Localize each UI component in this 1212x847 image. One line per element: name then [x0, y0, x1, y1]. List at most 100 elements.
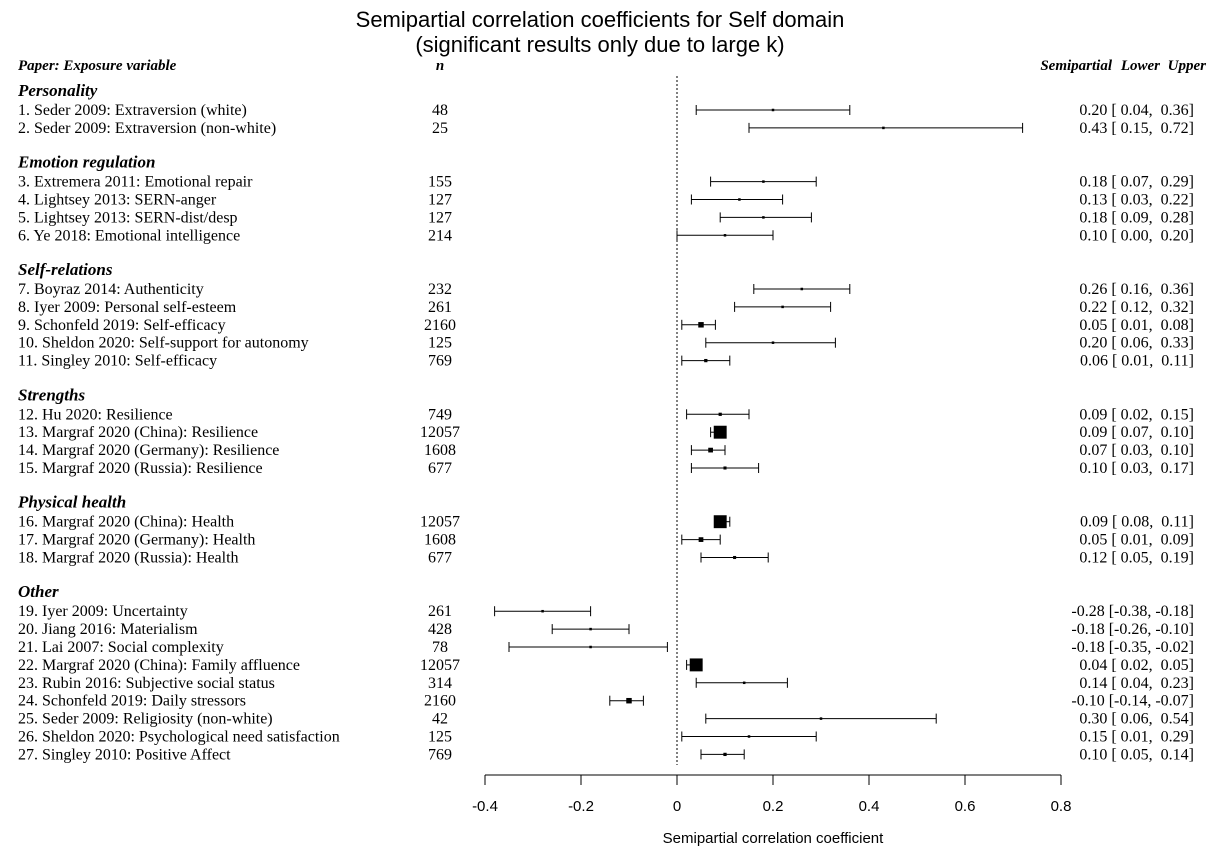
- group-heading: Strengths: [18, 385, 85, 404]
- study-ci-text: 0.07 [ 0.03, 0.10]: [1079, 442, 1194, 459]
- study-label: 27. Singley 2010: Positive Affect: [18, 746, 231, 763]
- study-ci-text: 0.10 [ 0.05, 0.14]: [1079, 746, 1194, 763]
- point-estimate: [704, 358, 708, 363]
- study-ci-text: 0.30 [ 0.06, 0.54]: [1079, 711, 1194, 728]
- x-tick-label: 0.2: [763, 798, 784, 815]
- study-n: 155: [428, 174, 452, 191]
- study-label: 18. Margraf 2020 (Russia): Health: [18, 550, 239, 567]
- study-ci-text: 0.06 [ 0.01, 0.11]: [1080, 353, 1194, 370]
- point-estimate: [771, 341, 775, 344]
- study-ci-text: 0.18 [ 0.07, 0.29]: [1079, 174, 1194, 191]
- point-estimate: [781, 305, 784, 309]
- study-label: 5. Lightsey 2013: SERN-dist/desp: [18, 209, 238, 226]
- study-label: 26. Sheldon 2020: Psychological need sat…: [18, 729, 340, 746]
- study-n: 677: [428, 550, 452, 567]
- study-rows: Personality 1. Seder 2009: Extraversion (…: [17, 76, 1194, 765]
- study-n: 2160: [424, 693, 456, 710]
- study-label: 12. Hu 2020: Resilience: [18, 406, 173, 423]
- study-n: 677: [428, 460, 452, 477]
- study-n: 12057: [420, 514, 460, 531]
- study-n: 1608: [424, 442, 456, 459]
- x-tick-label: 0.8: [1051, 798, 1072, 815]
- study-label: 17. Margraf 2020 (Germany): Health: [18, 532, 255, 549]
- study-label: 6. Ye 2018: Emotional intelligence: [18, 227, 240, 244]
- study-label: 1. Seder 2009: Extraversion (white): [18, 102, 247, 119]
- study-n: 749: [428, 406, 452, 423]
- point-estimate: [589, 627, 592, 631]
- group-heading: Other: [18, 582, 59, 601]
- chart-title-line2: (significant results only due to large k…: [415, 32, 784, 57]
- study-label: 14. Margraf 2020 (Germany): Resilience: [18, 442, 279, 459]
- study-ci-text: 0.13 [ 0.03, 0.22]: [1079, 192, 1194, 209]
- study-ci-text: 0.20 [ 0.04, 0.36]: [1079, 102, 1194, 119]
- study-ci-text: 0.04 [ 0.02, 0.05]: [1079, 657, 1194, 674]
- point-estimate: [800, 287, 804, 291]
- x-tick-label: -0.2: [568, 798, 594, 815]
- study-n: 125: [428, 729, 452, 746]
- study-label: 15. Margraf 2020 (Russia): Resilience: [18, 460, 263, 477]
- x-tick-label: 0: [673, 798, 681, 815]
- point-estimate: [718, 412, 722, 416]
- x-axis-label: Semipartial correlation coefficient: [663, 830, 884, 847]
- study-label: 25. Seder 2009: Religiosity (non-white): [18, 711, 273, 728]
- study-label: 8. Iyer 2009: Personal self-esteem: [18, 299, 237, 316]
- study-n: 428: [428, 621, 452, 638]
- study-n: 769: [428, 746, 452, 763]
- point-estimate: [762, 180, 765, 183]
- study-label: 11. Singley 2010: Self-efficacy: [18, 353, 217, 370]
- point-estimate: [747, 735, 751, 738]
- point-estimate: [882, 126, 885, 130]
- point-estimate: [589, 645, 592, 649]
- study-n: 261: [428, 603, 452, 620]
- study-label: 4. Lightsey 2013: SERN-anger: [18, 192, 217, 209]
- study-n: 25: [432, 120, 448, 137]
- header-upper: Upper: [1168, 58, 1206, 74]
- x-axis: -0.4 -0.2 0 0.2 0.4 0.6 0.8: [472, 774, 1072, 815]
- point-estimate: [723, 466, 727, 470]
- study-n: 769: [428, 353, 452, 370]
- point-estimate: [541, 609, 544, 613]
- study-ci-text: 0.05 [ 0.01, 0.09]: [1079, 532, 1194, 549]
- study-ci-text: 0.22 [ 0.12, 0.32]: [1079, 299, 1194, 316]
- point-estimate: [738, 198, 741, 201]
- study-n: 127: [428, 192, 452, 209]
- study-ci-text: 0.10 [ 0.00, 0.20]: [1079, 227, 1194, 244]
- group-heading: Emotion regulation: [17, 153, 155, 172]
- header-lower: Lower: [1120, 58, 1160, 74]
- point-estimate: [713, 515, 727, 529]
- point-estimate: [698, 322, 704, 328]
- point-estimate: [723, 752, 727, 757]
- study-ci-text: 0.15 [ 0.01, 0.29]: [1079, 729, 1194, 746]
- study-n: 48: [432, 102, 448, 119]
- study-label: 7. Boyraz 2014: Authenticity: [18, 281, 204, 298]
- point-estimate: [698, 537, 704, 542]
- study-n: 314: [428, 675, 452, 692]
- point-estimate: [762, 216, 765, 219]
- group-heading: Self-relations: [18, 260, 113, 279]
- study-label: 23. Rubin 2016: Subjective social status: [18, 675, 275, 692]
- point-estimate: [733, 555, 737, 560]
- study-n: 214: [428, 227, 452, 244]
- study-ci-text: 0.09 [ 0.02, 0.15]: [1079, 406, 1194, 423]
- study-ci-text: 0.43 [ 0.15, 0.72]: [1079, 120, 1194, 137]
- study-ci-text: 0.05 [ 0.01, 0.08]: [1079, 317, 1194, 334]
- study-ci-text: -0.28 [-0.38, -0.18]: [1071, 603, 1194, 620]
- header-n: n: [436, 58, 444, 74]
- study-ci-text: 0.18 [ 0.09, 0.28]: [1079, 209, 1194, 226]
- study-ci-text: 0.10 [ 0.03, 0.17]: [1079, 460, 1194, 477]
- study-label: 3. Extremera 2011: Emotional repair: [18, 174, 253, 191]
- study-n: 12057: [420, 657, 460, 674]
- study-ci-text: 0.26 [ 0.16, 0.36]: [1079, 281, 1194, 298]
- study-label: 10. Sheldon 2020: Self-support for auton…: [18, 335, 309, 352]
- study-label: 22. Margraf 2020 (China): Family affluen…: [18, 657, 300, 674]
- study-n: 12057: [420, 424, 460, 441]
- study-ci-text: -0.18 [-0.26, -0.10]: [1071, 621, 1194, 638]
- point-estimate: [742, 681, 746, 685]
- study-label: 9. Schonfeld 2019: Self-efficacy: [18, 317, 226, 334]
- study-label: 20. Jiang 2016: Materialism: [18, 621, 198, 638]
- point-estimate: [771, 108, 775, 112]
- study-label: 2. Seder 2009: Extraversion (non-white): [18, 120, 276, 137]
- study-n: 78: [432, 639, 448, 656]
- study-label: 16. Margraf 2020 (China): Health: [18, 514, 234, 531]
